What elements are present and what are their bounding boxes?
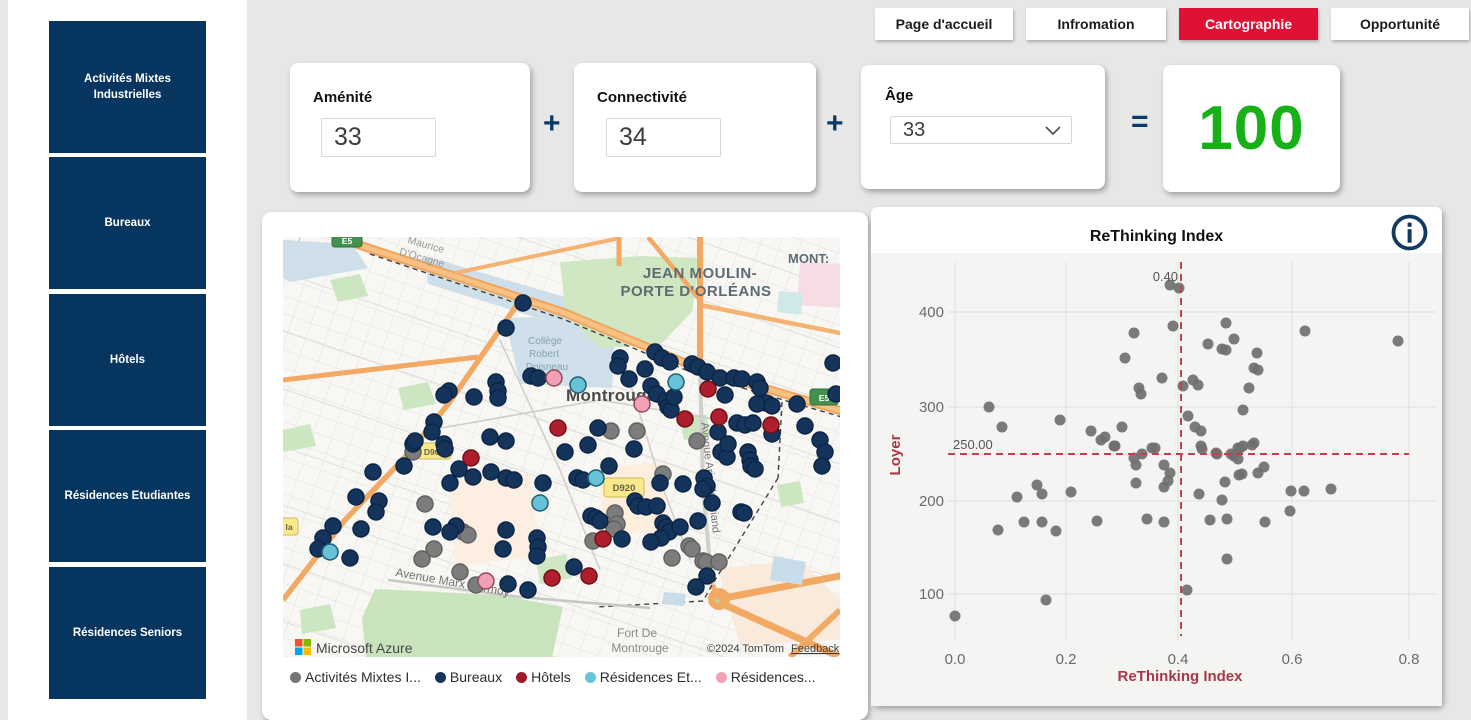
svg-text:300: 300 bbox=[919, 399, 944, 416]
svg-text:Montrouge: Montrouge bbox=[566, 386, 657, 405]
svg-text:Doisneau: Doisneau bbox=[526, 362, 568, 373]
svg-text:0.0: 0.0 bbox=[945, 651, 966, 668]
svg-text:Montrouge: Montrouge bbox=[611, 641, 669, 655]
svg-text:PORTE D'ORLÉANS: PORTE D'ORLÉANS bbox=[620, 283, 771, 300]
svg-text:Loyer: Loyer bbox=[887, 434, 904, 475]
svg-text:Microsoft Azure: Microsoft Azure bbox=[316, 640, 413, 656]
svg-text:0.2: 0.2 bbox=[1056, 651, 1077, 668]
svg-text:250.00: 250.00 bbox=[953, 437, 993, 452]
svg-text:0.40: 0.40 bbox=[1153, 269, 1178, 284]
svg-text:100: 100 bbox=[919, 586, 944, 603]
svg-text:0.8: 0.8 bbox=[1399, 651, 1420, 668]
svg-text:©2024 TomTom: ©2024 TomTom bbox=[707, 643, 784, 655]
svg-text:D906: D906 bbox=[424, 447, 445, 457]
svg-text:ReThinking Index: ReThinking Index bbox=[1117, 668, 1243, 685]
svg-text:E5: E5 bbox=[819, 393, 830, 403]
svg-text:MONT:: MONT: bbox=[788, 251, 829, 266]
svg-text:Feedback: Feedback bbox=[791, 643, 840, 655]
svg-text:la: la bbox=[285, 522, 292, 532]
svg-text:E5: E5 bbox=[342, 237, 353, 246]
svg-text:Fort De: Fort De bbox=[617, 626, 657, 640]
svg-text:0.6: 0.6 bbox=[1282, 651, 1303, 668]
svg-text:Collège: Collège bbox=[528, 336, 562, 347]
svg-text:D920: D920 bbox=[613, 483, 636, 494]
svg-text:JEAN MOULIN-: JEAN MOULIN- bbox=[643, 265, 757, 282]
svg-text:200: 200 bbox=[919, 493, 944, 510]
svg-text:Robert: Robert bbox=[529, 349, 559, 360]
svg-text:0.4: 0.4 bbox=[1168, 651, 1189, 668]
svg-text:400: 400 bbox=[919, 304, 944, 321]
